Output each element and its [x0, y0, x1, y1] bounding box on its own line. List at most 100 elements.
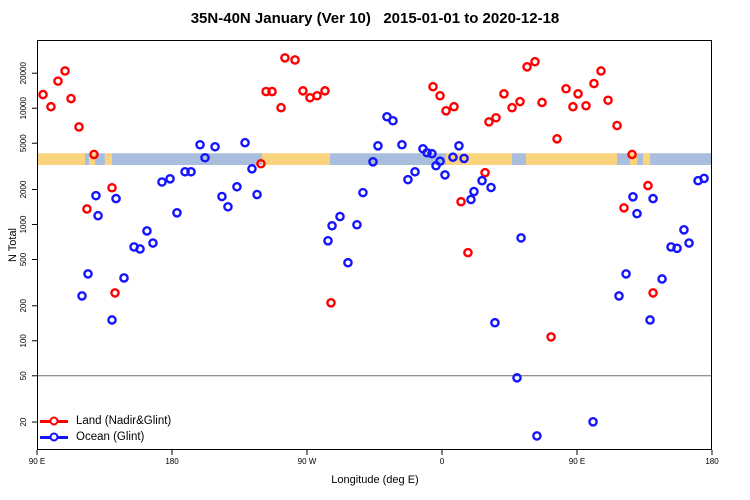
data-point-land — [491, 112, 501, 123]
data-point-ocean — [352, 219, 362, 230]
data-point-land — [643, 180, 653, 191]
map-band-segment-land — [89, 153, 96, 165]
y-axis-title: N Total — [7, 227, 19, 263]
data-point-land — [428, 81, 438, 92]
data-point-land — [267, 86, 277, 97]
map-band-segment-ocean — [85, 153, 90, 165]
x-tick-label: 90 W — [298, 457, 317, 466]
x-tick-label: 180 — [705, 457, 719, 466]
data-point-land — [603, 95, 613, 106]
data-point-ocean — [388, 115, 398, 126]
data-point-land — [38, 89, 48, 100]
data-point-ocean — [240, 137, 250, 148]
data-point-ocean — [210, 141, 220, 152]
data-point-ocean — [252, 189, 262, 200]
map-band-segment-land — [262, 153, 330, 165]
data-point-ocean — [186, 166, 196, 177]
data-point-land — [280, 53, 290, 63]
data-point-land — [53, 76, 63, 86]
map-band-segment-land — [37, 153, 85, 165]
data-point-land — [89, 149, 99, 160]
data-point-land — [596, 66, 606, 76]
data-point-ocean — [135, 244, 145, 254]
data-point-ocean — [532, 431, 542, 441]
data-point-land — [619, 203, 629, 213]
data-point-land — [46, 101, 56, 112]
data-point-ocean — [699, 173, 709, 184]
data-point-ocean — [172, 208, 182, 218]
data-point-ocean — [516, 233, 526, 243]
x-tick-label: 0 — [440, 457, 445, 466]
data-point-land — [449, 101, 459, 112]
data-point-land — [276, 102, 286, 113]
data-point-ocean — [648, 193, 658, 204]
data-point-ocean — [195, 139, 205, 150]
data-point-land — [463, 247, 473, 258]
data-point-ocean — [672, 243, 682, 254]
y-tick-label: 20 — [19, 417, 28, 426]
x-tick-label: 90 E — [569, 457, 585, 466]
data-point-land — [66, 93, 76, 104]
data-point-ocean — [83, 269, 93, 279]
data-point-land — [612, 120, 622, 131]
data-point-ocean — [469, 186, 479, 197]
data-point-ocean — [217, 191, 227, 202]
map-band-segment-ocean — [637, 153, 643, 165]
data-point-ocean — [512, 373, 522, 383]
data-point-land — [107, 182, 117, 193]
data-point-land — [441, 106, 451, 116]
data-point-ocean — [335, 211, 345, 222]
data-point-land — [499, 89, 509, 99]
ocean-series-marker-icon — [40, 432, 68, 442]
data-point-ocean — [679, 225, 689, 235]
data-point-ocean — [148, 238, 158, 248]
data-point-ocean — [440, 170, 450, 180]
data-point-land — [435, 90, 445, 101]
data-point-land — [589, 78, 599, 89]
y-tick-label: 10000 — [19, 97, 28, 120]
data-point-ocean — [77, 291, 87, 301]
data-point-ocean — [397, 139, 407, 150]
data-point-ocean — [247, 164, 257, 174]
y-tick-label: 100 — [19, 334, 28, 348]
map-band-segment-ocean — [329, 153, 447, 165]
data-point-land — [261, 86, 271, 97]
data-point-land — [256, 158, 266, 169]
data-point-land — [74, 122, 84, 132]
data-point-ocean — [684, 238, 694, 248]
data-point-ocean — [327, 220, 337, 231]
data-point-land — [627, 149, 637, 160]
map-band-segment-ocean — [650, 153, 712, 165]
data-point-ocean — [448, 152, 458, 163]
y-tick-label: 2000 — [19, 180, 28, 198]
data-point-ocean — [232, 181, 242, 192]
y-tick-label: 50 — [19, 371, 28, 380]
x-tick-label: 180 — [165, 457, 179, 466]
y-tick-label: 20000 — [19, 62, 28, 85]
data-point-ocean — [632, 208, 642, 219]
data-point-ocean — [403, 174, 413, 185]
data-point-land — [312, 90, 322, 101]
data-point-land — [561, 83, 571, 94]
data-point-ocean — [466, 194, 476, 205]
data-point-ocean — [614, 291, 624, 301]
map-band-segment-ocean — [112, 153, 262, 165]
data-point-land — [82, 204, 92, 214]
map-band-segment-land — [643, 153, 651, 165]
map-band-segment-ocean — [617, 153, 630, 165]
map-band-segment-ocean — [95, 153, 105, 165]
data-point-land — [507, 102, 517, 113]
data-point-land — [484, 117, 494, 127]
chart-legend: Land (Nadir&Glint) Ocean (Glint) — [40, 413, 171, 445]
data-point-ocean — [454, 141, 464, 151]
map-band-segment-ocean — [512, 153, 526, 165]
data-point-land — [60, 66, 70, 76]
data-point-ocean — [358, 187, 368, 198]
map-band-segment-land — [446, 153, 513, 165]
data-point-ocean — [410, 166, 420, 177]
data-point-land — [320, 86, 330, 96]
legend-item-ocean: Ocean (Glint) — [40, 429, 171, 445]
data-point-ocean — [477, 175, 487, 186]
data-point-land — [522, 62, 532, 72]
